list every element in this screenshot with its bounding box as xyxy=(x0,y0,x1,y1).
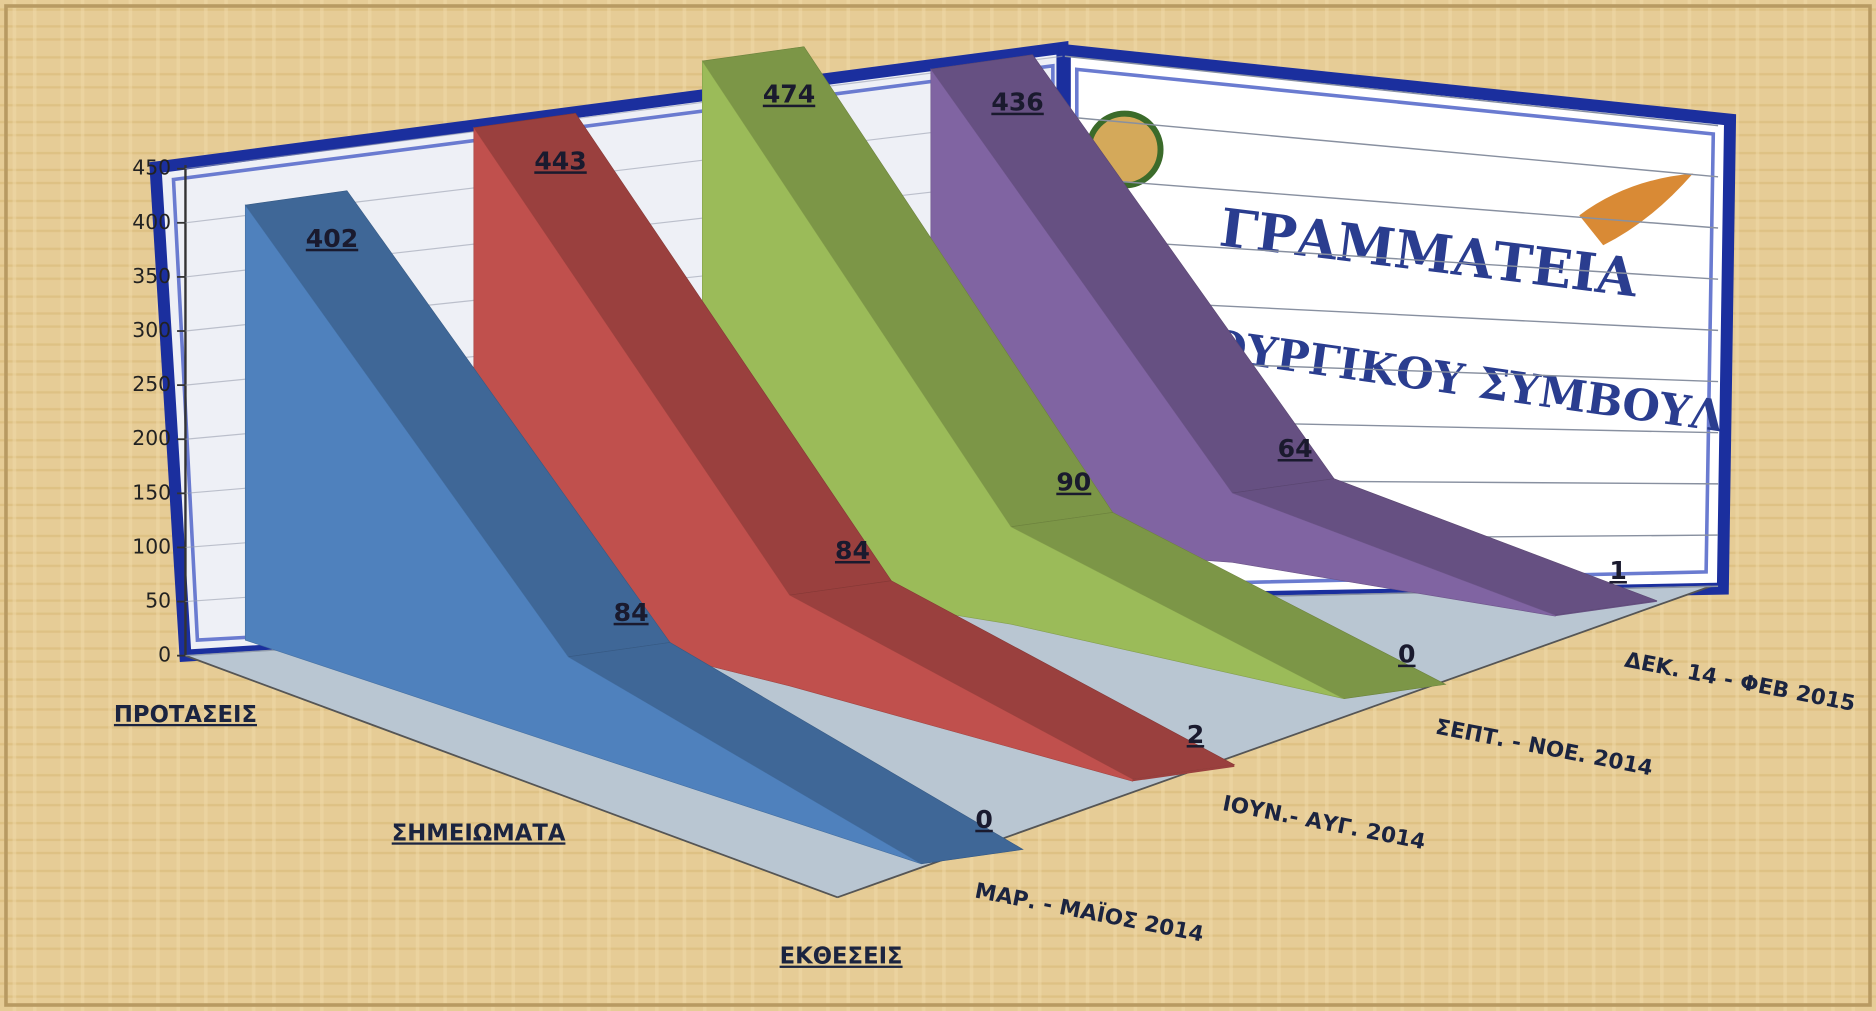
value-label: 0 xyxy=(1398,640,1415,669)
y-tick-label: 150 xyxy=(132,480,171,504)
value-label: 64 xyxy=(1278,434,1313,463)
y-tick-label: 0 xyxy=(158,643,171,667)
y-tick-label: 250 xyxy=(132,372,171,396)
value-label: 84 xyxy=(835,536,870,565)
chart: ΓΡΑΜΜΑΤΕΙΑ ΥΠΟΥΡΓΙΚΟΥ ΣΥΜΒΟΥΛΙΟΥ 0501001… xyxy=(0,0,1876,1011)
category-label: ΕΚΘΕΣΕΙΣ xyxy=(780,944,903,970)
value-label: 84 xyxy=(614,598,649,627)
value-label: 402 xyxy=(306,224,358,253)
category-label: ΠΡΟΤΑΣΕΙΣ xyxy=(114,702,257,728)
value-label: 474 xyxy=(763,80,815,109)
value-label: 0 xyxy=(975,805,992,834)
y-tick-label: 350 xyxy=(132,264,171,288)
y-tick-label: 100 xyxy=(132,534,171,558)
value-label: 443 xyxy=(534,146,586,175)
y-tick-label: 450 xyxy=(132,156,171,180)
y-tick-label: 300 xyxy=(132,318,171,342)
category-label: ΣΗΜΕΙΩΜΑΤΑ xyxy=(392,820,566,846)
y-tick-label: 200 xyxy=(132,426,171,450)
value-label: 2 xyxy=(1187,720,1204,749)
value-label: 436 xyxy=(991,88,1043,117)
y-tick-label: 400 xyxy=(132,210,171,234)
value-label: 90 xyxy=(1056,468,1091,497)
value-label: 1 xyxy=(1609,556,1626,585)
y-tick-label: 50 xyxy=(145,589,171,613)
